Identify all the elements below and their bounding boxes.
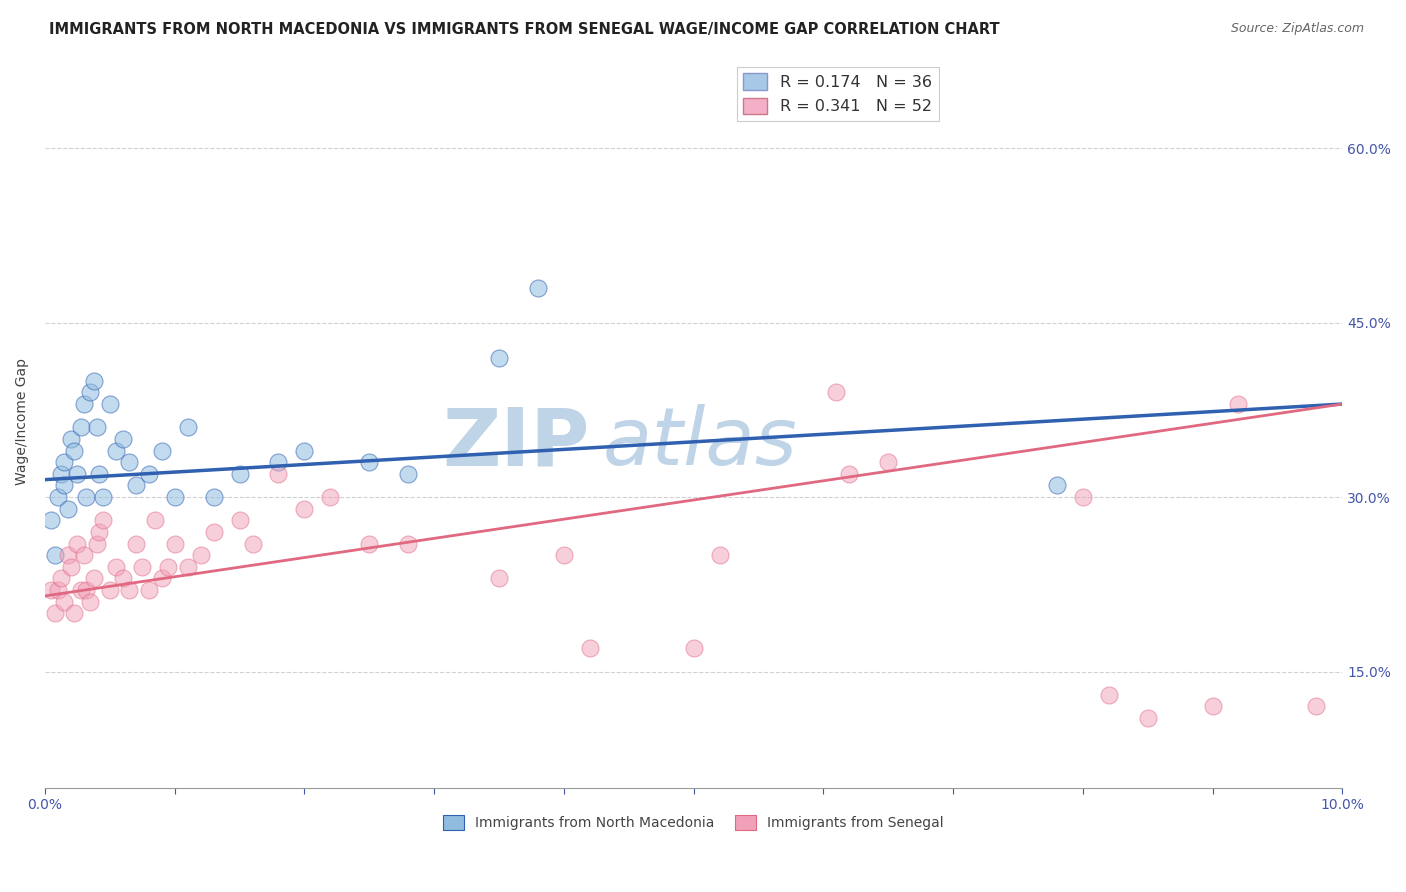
Point <box>359 455 381 469</box>
Text: ZIP: ZIP <box>443 404 591 483</box>
Point <box>228 467 250 481</box>
Point <box>176 420 198 434</box>
Point <box>66 467 89 481</box>
Point <box>877 455 900 469</box>
Point <box>62 443 84 458</box>
Point <box>105 559 128 574</box>
Point <box>83 572 105 586</box>
Point <box>79 595 101 609</box>
Point <box>294 501 316 516</box>
Point <box>579 641 602 656</box>
Point <box>553 548 575 562</box>
Point <box>242 536 264 550</box>
Point <box>1201 699 1223 714</box>
Point <box>202 490 225 504</box>
Point <box>46 490 69 504</box>
Point <box>825 385 848 400</box>
Point <box>86 420 108 434</box>
Point <box>93 490 115 504</box>
Point <box>163 536 186 550</box>
Point <box>111 572 134 586</box>
Point <box>98 397 121 411</box>
Point <box>59 559 82 574</box>
Point <box>58 501 80 516</box>
Point <box>1098 688 1121 702</box>
Point <box>98 583 121 598</box>
Point <box>527 281 550 295</box>
Y-axis label: Wage/Income Gap: Wage/Income Gap <box>15 358 30 485</box>
Point <box>1046 478 1069 492</box>
Point <box>488 351 510 365</box>
Point <box>70 583 93 598</box>
Text: IMMIGRANTS FROM NORTH MACEDONIA VS IMMIGRANTS FROM SENEGAL WAGE/INCOME GAP CORRE: IMMIGRANTS FROM NORTH MACEDONIA VS IMMIG… <box>49 22 1000 37</box>
Point <box>267 467 290 481</box>
Point <box>682 641 704 656</box>
Point <box>59 432 82 446</box>
Point <box>118 583 141 598</box>
Point <box>89 524 111 539</box>
Point <box>319 490 342 504</box>
Point <box>396 467 419 481</box>
Point <box>143 513 166 527</box>
Text: Source: ZipAtlas.com: Source: ZipAtlas.com <box>1230 22 1364 36</box>
Point <box>41 583 63 598</box>
Point <box>66 536 89 550</box>
Point <box>46 583 69 598</box>
Point <box>73 548 96 562</box>
Point <box>53 455 76 469</box>
Point <box>62 607 84 621</box>
Point <box>44 548 66 562</box>
Point <box>1071 490 1094 504</box>
Point <box>157 559 180 574</box>
Point <box>396 536 419 550</box>
Point <box>73 397 96 411</box>
Point <box>76 490 98 504</box>
Legend: Immigrants from North Macedonia, Immigrants from Senegal: Immigrants from North Macedonia, Immigra… <box>437 810 949 836</box>
Point <box>79 385 101 400</box>
Point <box>228 513 250 527</box>
Point <box>70 420 93 434</box>
Point <box>138 583 160 598</box>
Point <box>49 467 72 481</box>
Point <box>163 490 186 504</box>
Point <box>53 478 76 492</box>
Point <box>138 467 160 481</box>
Point <box>89 467 111 481</box>
Point <box>150 572 173 586</box>
Point <box>86 536 108 550</box>
Point <box>93 513 115 527</box>
Point <box>267 455 290 469</box>
Point <box>190 548 212 562</box>
Point <box>83 374 105 388</box>
Point <box>1136 711 1159 725</box>
Point <box>41 513 63 527</box>
Point <box>125 536 148 550</box>
Point <box>44 607 66 621</box>
Point <box>359 536 381 550</box>
Point <box>150 443 173 458</box>
Point <box>1227 397 1250 411</box>
Point <box>49 572 72 586</box>
Point <box>294 443 316 458</box>
Point <box>838 467 860 481</box>
Point <box>105 443 128 458</box>
Point <box>709 548 731 562</box>
Point <box>1305 699 1327 714</box>
Point <box>118 455 141 469</box>
Point <box>111 432 134 446</box>
Point <box>488 572 510 586</box>
Point <box>202 524 225 539</box>
Point <box>76 583 98 598</box>
Point <box>125 478 148 492</box>
Point <box>176 559 198 574</box>
Point <box>58 548 80 562</box>
Point <box>53 595 76 609</box>
Point <box>131 559 153 574</box>
Text: atlas: atlas <box>603 404 797 483</box>
